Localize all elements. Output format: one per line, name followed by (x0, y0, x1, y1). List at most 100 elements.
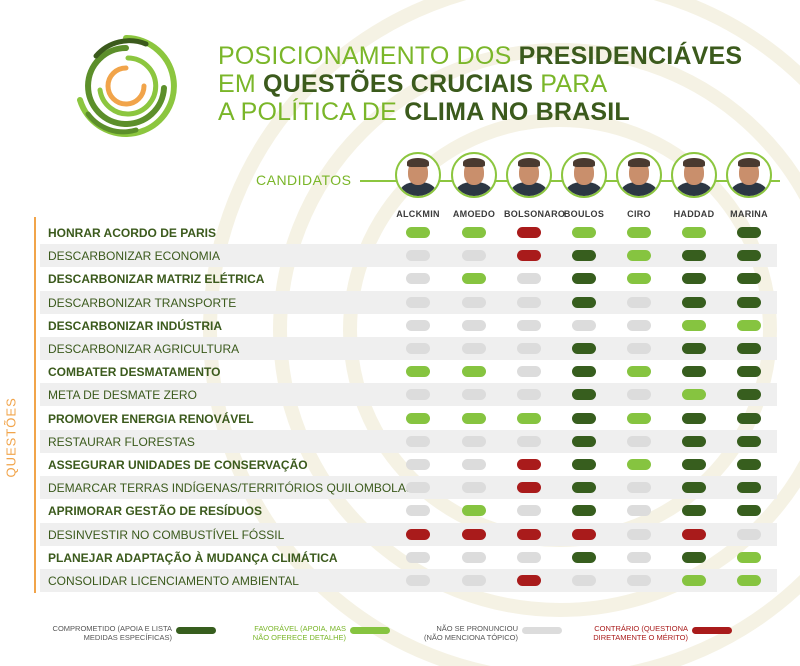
position-pill-haddad (682, 273, 706, 285)
candidate-name: BOLSONARO (504, 209, 566, 219)
position-pill-alckmin (406, 343, 430, 354)
position-pill-haddad (682, 296, 706, 308)
legend-swatch (692, 627, 732, 634)
position-pill-haddad (682, 528, 706, 540)
avatar-face (684, 161, 704, 185)
avatar (671, 152, 717, 198)
table-row: HONRAR ACORDO DE PARIS (40, 221, 777, 244)
position-pill-haddad (682, 575, 706, 586)
questions-label: QUESTÕES (3, 397, 19, 478)
position-pill-alckmin (406, 319, 430, 331)
question-label: HONRAR ACORDO DE PARIS (48, 226, 217, 240)
position-pill-boulos (572, 575, 596, 586)
position-pill-boulos (572, 459, 596, 470)
avatar-face (629, 161, 649, 185)
position-pill-amoedo (462, 389, 486, 401)
position-pill-alckmin (406, 412, 430, 424)
position-pill-ciro (627, 273, 651, 285)
position-pill-haddad (682, 366, 706, 378)
table-row: ASSEGURAR UNIDADES DE CONSERVAÇÃO (40, 453, 777, 476)
position-pill-marina (737, 343, 761, 354)
position-pill-boulos (572, 435, 596, 447)
table-row: DESCARBONIZAR MATRIZ ELÉTRICA (40, 267, 777, 290)
title-line-2: EM QUESTÕES CRUCIAIS PARA (218, 70, 608, 98)
candidates-label: CANDIDATOS (256, 172, 352, 188)
position-pill-marina (737, 319, 761, 331)
question-label: DESINVESTIR NO COMBUSTÍVEL FÓSSIL (48, 527, 285, 542)
legend-label-line: CONTRÁRIO (QUESTIONA (594, 624, 688, 633)
position-pill-ciro (627, 435, 651, 447)
position-pill-marina (737, 273, 761, 285)
position-pill-boulos (572, 366, 596, 378)
table-row: PLANEJAR ADAPTAÇÃO À MUDANÇA CLIMÁTICA (40, 546, 777, 569)
position-pill-marina (737, 389, 761, 401)
table-row: PROMOVER ENERGIA RENOVÁVEL (40, 407, 777, 430)
legend-label: CONTRÁRIO (QUESTIONA DIRETAMENTE O MÉRITO… (548, 624, 688, 642)
position-pill-bolsonaro (517, 435, 541, 447)
candidate-name: MARINA (730, 209, 768, 219)
avatar-face (408, 161, 428, 185)
candidate-amoedo: AMOEDO (449, 152, 499, 219)
question-label: DESCARBONIZAR AGRICULTURA (48, 342, 240, 356)
table-row: CONSOLIDAR LICENCIAMENTO AMBIENTAL (40, 569, 777, 592)
avatar-suit (511, 182, 547, 196)
title-line-1: POSICIONAMENTO DOS PRESIDENCIÁVES (218, 42, 743, 70)
position-pill-marina (737, 575, 761, 586)
position-pill-marina (737, 482, 761, 494)
position-pill-bolsonaro (517, 343, 541, 354)
question-label: META DE DESMATE ZERO (48, 388, 197, 403)
avatar-suit (400, 182, 436, 196)
table-row: APRIMORAR GESTÃO DE RESÍDUOS (40, 499, 777, 522)
position-pill-amoedo (462, 505, 486, 517)
question-label: PLANEJAR ADAPTAÇÃO À MUDANÇA CLIMÁTICA (48, 550, 338, 565)
legend-swatch (176, 627, 216, 634)
candidate-bolsonaro: BOLSONARO (504, 152, 566, 219)
question-label: ASSEGURAR UNIDADES DE CONSERVAÇÃO (48, 458, 308, 472)
position-pill-haddad (682, 389, 706, 401)
question-label: RESTAURAR FLORESTAS (48, 434, 195, 449)
legend-label-line: NÃO OFERECE DETALHE) (252, 633, 346, 642)
position-pill-amoedo (462, 435, 486, 447)
position-pill-marina (737, 412, 761, 424)
position-pill-alckmin (406, 482, 430, 494)
position-pill-boulos (572, 227, 596, 238)
position-pill-ciro (627, 250, 651, 262)
position-pill-bolsonaro (517, 459, 541, 470)
position-pill-ciro (627, 575, 651, 586)
position-pill-bolsonaro (517, 412, 541, 424)
legend-label-line: MEDIDAS ESPECÍFICAS) (83, 633, 172, 642)
position-pill-boulos (572, 296, 596, 308)
position-pill-alckmin (406, 459, 430, 470)
avatar-suit (676, 182, 712, 196)
position-pill-alckmin (406, 435, 430, 447)
avatar-face (574, 161, 594, 185)
position-pill-amoedo (462, 412, 486, 424)
position-pill-haddad (682, 343, 706, 354)
legend-label: COMPROMETIDO (APOIA E LISTA MEDIDAS ESPEC… (32, 624, 172, 642)
position-pill-ciro (627, 551, 651, 563)
position-pill-alckmin (406, 575, 430, 586)
page-title: POSICIONAMENTO DOS PRESIDENCIÁVES EM QUE… (218, 42, 778, 126)
avatar (561, 152, 607, 198)
avatar (616, 152, 662, 198)
position-pill-alckmin (406, 227, 430, 238)
question-label: CONSOLIDAR LICENCIAMENTO AMBIENTAL (48, 574, 299, 588)
position-pill-bolsonaro (517, 505, 541, 517)
candidate-name: ALCKMIN (396, 209, 440, 219)
candidate-ciro: CIRO (614, 152, 664, 219)
table-row: DESCARBONIZAR TRANSPORTE (40, 290, 777, 314)
position-pill-marina (737, 435, 761, 447)
legend-label: FAVORÁVEL (APOIA, MAS NÃO OFERECE DETALHE… (206, 624, 346, 642)
avatar (726, 152, 772, 198)
position-pill-amoedo (462, 528, 486, 540)
question-label: PROMOVER ENERGIA RENOVÁVEL (48, 411, 254, 426)
title-line-3: A POLÍTICA DE CLIMA NO BRASIL (218, 98, 630, 126)
position-pill-marina (737, 227, 761, 238)
position-pill-bolsonaro (517, 528, 541, 540)
position-pill-haddad (682, 459, 706, 470)
avatar (506, 152, 552, 198)
questions-divider (34, 217, 36, 593)
position-pill-boulos (572, 343, 596, 354)
position-pill-amoedo (462, 459, 486, 470)
position-pill-ciro (627, 389, 651, 401)
